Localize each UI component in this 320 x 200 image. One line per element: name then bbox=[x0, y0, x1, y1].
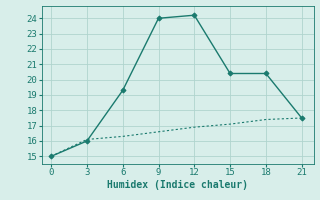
X-axis label: Humidex (Indice chaleur): Humidex (Indice chaleur) bbox=[107, 180, 248, 190]
